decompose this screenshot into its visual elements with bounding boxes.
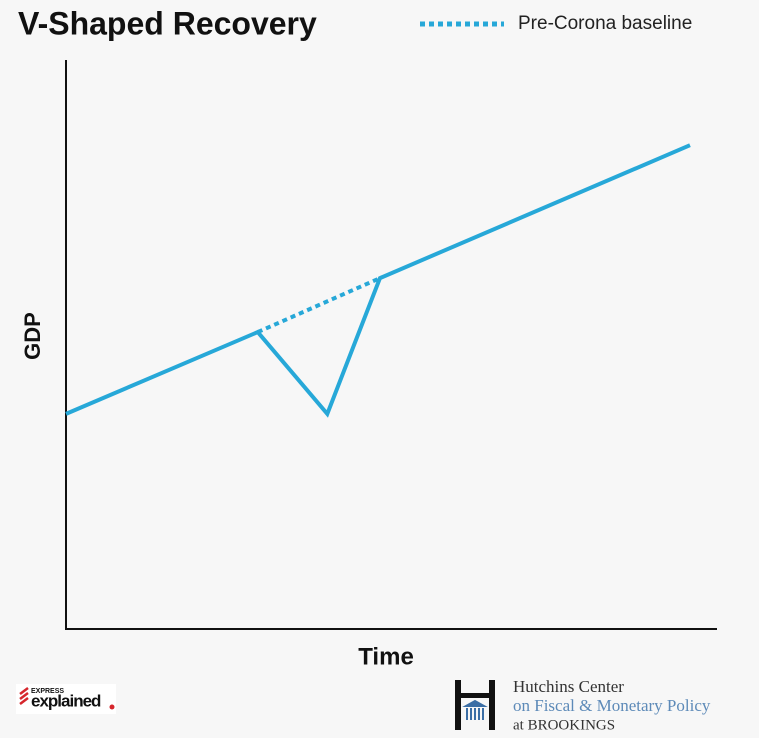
center-org: at BROOKINGS [513, 717, 615, 733]
logo-building [462, 699, 488, 720]
chart-title: V-Shaped Recovery [18, 5, 317, 41]
baseline-line [256, 276, 381, 334]
footer-brand: EXPRESS explained [16, 684, 116, 714]
gdp-line [65, 143, 691, 418]
x-axis-label: Time [358, 643, 414, 670]
center-sub: on Fiscal & Monetary Policy [513, 696, 711, 715]
brand: explained [31, 691, 101, 710]
brand-icon [19, 687, 29, 705]
footer-center: Hutchins Center on Fiscal & Monetary Pol… [455, 677, 711, 733]
legend-label: Pre-Corona baseline [518, 13, 692, 34]
brand-top: EXPRESS [31, 688, 64, 695]
y-axis-label: GDP [20, 312, 45, 360]
center-name: Hutchins Center [513, 677, 624, 696]
brand-box [16, 684, 116, 714]
logo-bar [461, 693, 489, 698]
logo-bar [455, 680, 461, 730]
brand-dot [109, 704, 115, 710]
logo-bar [489, 680, 495, 730]
